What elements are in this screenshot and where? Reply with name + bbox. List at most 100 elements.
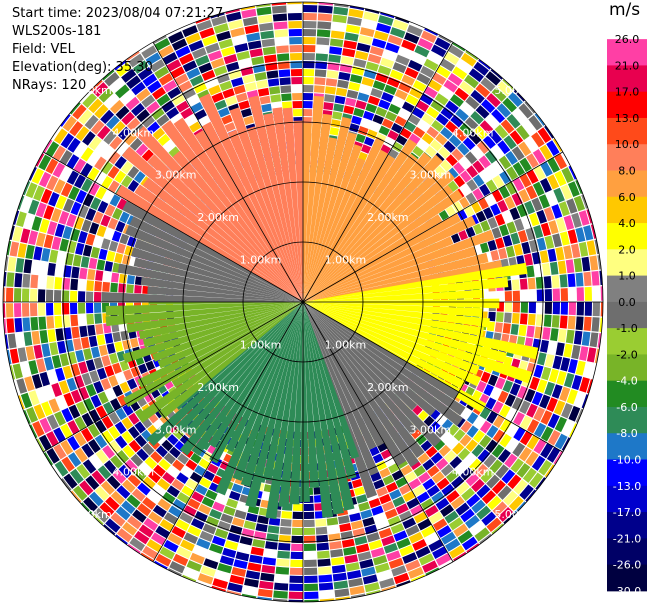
signal-sector [201,121,303,302]
noise-gate [303,29,317,37]
noise-gate [378,527,393,539]
signal-sector [303,276,509,302]
noise-gate [46,316,55,329]
noise-gate [74,416,87,431]
noise-gate [6,318,15,334]
noise-gate [313,85,325,94]
noise-gate [473,61,489,76]
noise-gate [387,515,402,527]
noise-gate [60,133,75,149]
noise-gate [273,21,288,30]
noise-gate [155,553,172,567]
noise-gate [17,243,27,258]
noise-gate [350,593,366,599]
noise-gate [142,476,156,490]
noise-gate [363,69,377,80]
noise-gate [159,546,175,560]
noise-gate [25,244,35,260]
noise-gate [509,130,524,145]
colorbar: 26.021.017.013.010.08.06.04.02.01.00.0-1… [607,33,647,598]
noise-gate [357,92,370,103]
noise-gate [406,24,423,37]
noise-gate [402,517,417,530]
noise-gate [333,103,344,113]
noise-gate [499,170,512,185]
noise-gate [373,479,385,490]
noise-gate [392,496,406,508]
noise-gate [496,312,504,323]
noise-gate [458,230,468,241]
noise-gate [115,534,128,545]
noise-gate [108,425,121,439]
noise-gate [421,113,435,126]
noise-gate [551,275,560,288]
noise-gate [55,367,66,382]
noise-gate [454,128,468,142]
noise-gate [163,512,178,525]
noise-gate [438,209,450,221]
noise-gate [247,562,262,572]
signal-sector [272,107,303,302]
noise-gate [261,38,275,48]
noise-gate [109,136,123,150]
noise-gate [346,89,359,99]
noise-gate [122,403,134,416]
noise-gate [54,460,69,477]
noise-gate [72,104,87,120]
noise-gate [304,575,318,583]
colorbar-swatch [607,223,647,250]
noise-gate [518,141,532,157]
noise-gate [510,232,521,245]
noise-gate [236,50,250,61]
noise-gate [9,225,15,241]
noise-gate [82,459,97,474]
noise-gate [516,463,531,478]
ring-label: 4.00km [113,126,155,139]
noise-gate [483,454,497,468]
noise-gate [450,233,461,244]
noise-gate [304,559,317,567]
noise-gate [110,455,124,469]
noise-gate [6,272,15,287]
noise-gate [18,395,25,410]
colorbar-tick: 4.0 [618,217,636,230]
noise-gate [54,290,62,302]
noise-gate [49,342,59,356]
noise-gate [424,86,438,99]
noise-gate [496,103,512,118]
noise-gate [53,179,66,194]
noise-gate [425,567,440,576]
noise-gate [497,507,514,522]
noise-gate [461,536,478,551]
noise-gate [389,489,402,500]
noise-gate [137,482,151,496]
noise-gate [272,13,288,22]
noise-gate [213,23,229,34]
colorbar-tick: -6.0 [616,401,637,414]
noise-gate [83,496,98,513]
noise-gate [528,302,536,314]
noise-gate [122,339,132,350]
noise-gate [145,52,161,66]
noise-gate [518,188,531,203]
noise-gate [212,501,225,513]
noise-gate [35,202,47,218]
noise-gate [546,397,558,412]
noise-gate [552,233,562,248]
noise-gate [58,210,70,225]
noise-gate [551,315,560,328]
signal-sector [175,302,303,433]
noise-gate [544,302,552,314]
noise-gate [281,93,292,102]
noise-gate [428,539,444,552]
noise-gate [393,572,410,585]
noise-gate [85,383,97,397]
colorbar-tick: -21.0 [613,532,641,545]
noise-gate [79,480,94,496]
noise-gate [292,93,303,101]
noise-gate [14,288,22,302]
noise-gate [451,148,464,161]
noise-gate [502,79,515,91]
noise-gate [26,407,39,423]
noise-gate [346,570,362,580]
